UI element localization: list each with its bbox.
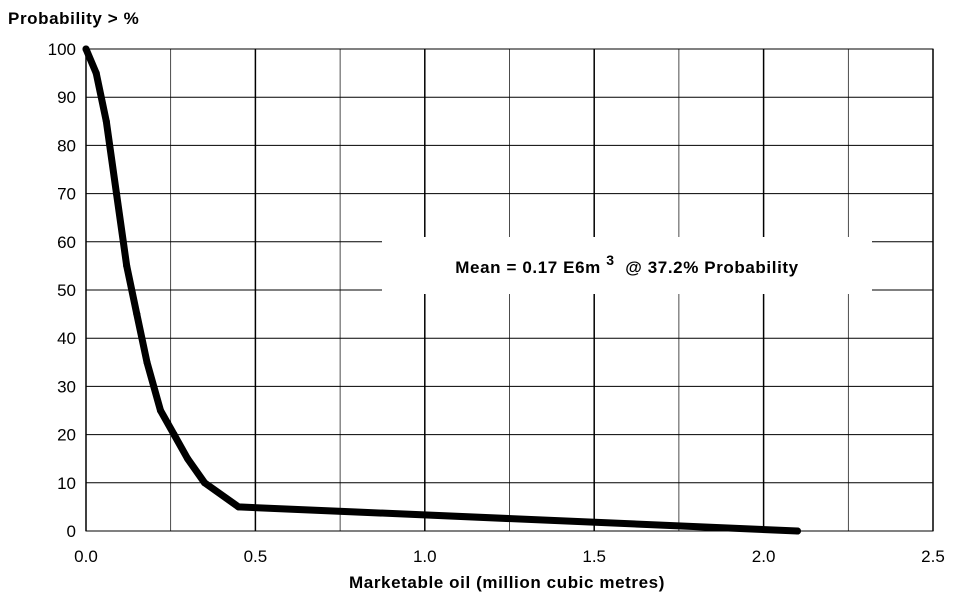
- annotation-background: [382, 237, 872, 294]
- y-tick-label: 80: [57, 136, 76, 155]
- y-tick-label: 50: [57, 281, 76, 300]
- y-tick-label: 10: [57, 474, 76, 493]
- plot-frame: [85, 48, 934, 532]
- data-point: [793, 527, 801, 535]
- data-point: [123, 262, 131, 270]
- series-layer: [82, 45, 801, 535]
- data-point: [157, 407, 165, 414]
- data-point: [143, 358, 151, 366]
- annotation-prefix: Mean = 0.17 E6m: [455, 258, 601, 277]
- data-point: [170, 431, 178, 439]
- data-point: [82, 45, 90, 53]
- annotation-text: Mean = 0.17 E6m 3 @ 37.2% Probability: [455, 250, 798, 277]
- y-tick-label: 60: [57, 233, 76, 252]
- x-axis-title: Marketable oil (million cubic metres): [349, 573, 665, 592]
- y-tick-label: 0: [67, 522, 76, 541]
- y-tick-label: 30: [57, 377, 76, 396]
- data-point: [184, 455, 192, 463]
- x-tick-label: 0.5: [244, 547, 268, 566]
- data-point: [201, 479, 209, 487]
- mean-annotation: Mean = 0.17 E6m 3 @ 37.2% Probability: [382, 237, 872, 294]
- data-point: [133, 310, 141, 318]
- y-tick-label: 90: [57, 88, 76, 107]
- data-point: [112, 190, 120, 198]
- data-point: [102, 117, 110, 125]
- data-point: [234, 503, 242, 511]
- x-tick-label: 1.0: [413, 547, 437, 566]
- annotation-suffix: @ 37.2% Probability: [620, 258, 799, 277]
- y-tick-label: 40: [57, 329, 76, 348]
- annotation-superscript: 3: [606, 252, 614, 268]
- x-tick-label: 0.0: [74, 547, 98, 566]
- tick-label-layer: 0 10 20 30 40 50 60 70 80 90 100 0.0 0.5 1.0 1.5 2.0 2.5: [48, 40, 945, 566]
- y-tick-label: 20: [57, 426, 76, 445]
- y-tick-label: 100: [48, 40, 76, 59]
- y-tick-label: 70: [57, 185, 76, 204]
- x-tick-label: 2.0: [752, 547, 776, 566]
- x-tick-label: 1.5: [582, 547, 606, 566]
- y-axis-title: Probability > %: [8, 9, 139, 28]
- data-point: [92, 69, 100, 77]
- x-tick-label: 2.5: [921, 547, 945, 566]
